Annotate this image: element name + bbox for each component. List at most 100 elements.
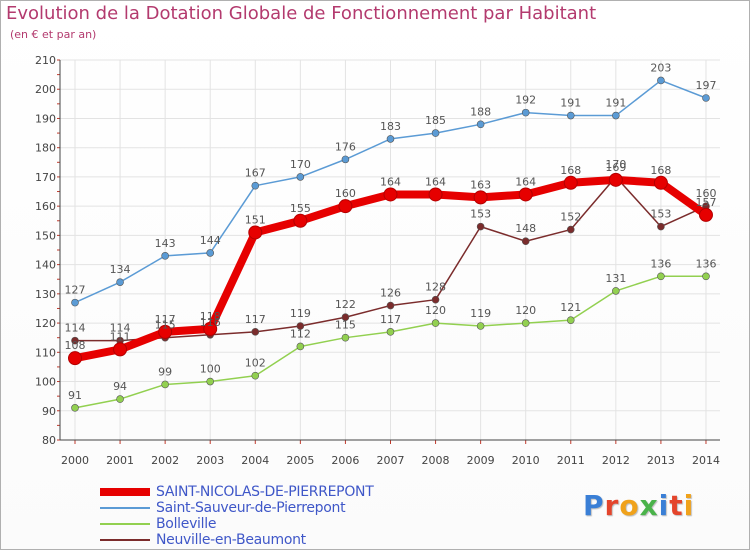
data-label: 134 [110, 263, 131, 276]
legend-item: SAINT-NICOLAS-DE-PIERREPONT [100, 484, 374, 500]
data-label: 191 [605, 97, 626, 110]
data-label: 151 [245, 213, 266, 226]
x-tick-label: 2002 [151, 454, 179, 467]
data-label: 128 [425, 281, 446, 294]
x-tick-label: 2012 [602, 454, 630, 467]
data-label: 164 [515, 175, 536, 188]
data-point [476, 222, 485, 231]
data-label: 116 [200, 316, 221, 329]
x-tick-label: 2007 [376, 454, 404, 467]
legend-swatch [100, 507, 150, 509]
data-point [338, 199, 353, 214]
y-tick-label: 100 [35, 376, 56, 389]
data-point [566, 316, 575, 324]
data-label: 144 [200, 234, 221, 247]
series-lines [68, 76, 713, 412]
x-tick-labels: 2000 2001 2002 2003 2004 2005 2006 2007 2008 2009… [61, 454, 720, 467]
data-label: 163 [470, 178, 491, 191]
data-point [521, 108, 530, 117]
legend-item: Saint-Sauveur-de-Pierrepont [100, 500, 373, 516]
data-label: 115 [155, 319, 176, 332]
grid-lines [60, 59, 720, 441]
data-labels: 127 134 143 144 167 170 176 183 185 188 192 191 191 2… [65, 61, 717, 401]
data-point [657, 76, 665, 85]
data-point [248, 225, 263, 240]
data-label: 118 [200, 310, 221, 323]
data-point [161, 252, 169, 260]
data-label: 102 [245, 357, 266, 370]
chart-subtitle: (en € et par an) [10, 28, 97, 41]
data-label: 119 [470, 307, 491, 320]
data-label: 117 [155, 313, 176, 326]
data-point [518, 187, 533, 202]
legend-swatch [100, 539, 150, 541]
legend-item: Bolleville [100, 516, 373, 532]
data-point [71, 404, 79, 412]
data-point [521, 237, 530, 246]
data-label: 136 [695, 257, 716, 270]
data-label: 168 [650, 164, 671, 177]
data-label: 121 [560, 301, 581, 314]
data-label: 167 [245, 167, 266, 180]
data-label: 157 [695, 196, 716, 209]
data-label: 136 [650, 257, 671, 270]
data-point [702, 272, 710, 281]
y-tick-labels: 80 90 100 110 120 130 140 150 160 170 180 190 200 210 [35, 54, 56, 447]
x-tick-label: 2006 [331, 454, 359, 467]
data-label: 120 [515, 304, 536, 317]
data-point [566, 111, 575, 120]
data-point [206, 249, 215, 257]
data-point [383, 187, 398, 202]
x-tick-label: 2010 [512, 454, 540, 467]
data-label: 119 [290, 307, 311, 320]
legend-swatch [100, 523, 150, 525]
data-label: 203 [650, 61, 671, 74]
y-tick-label: 170 [35, 171, 56, 184]
data-label: 122 [335, 298, 356, 311]
x-tick-label: 2003 [196, 454, 224, 467]
data-label: 99 [158, 365, 172, 378]
x-tick-label: 2001 [106, 454, 134, 467]
data-point [71, 298, 79, 307]
data-label: 170 [605, 158, 626, 171]
data-point [68, 351, 82, 366]
data-label: 100 [200, 363, 221, 376]
data-point [563, 175, 578, 190]
chart-title: Evolution de la Dotation Globale de Fonc… [6, 3, 597, 24]
x-tick-label: 2004 [241, 454, 269, 467]
data-label: 112 [290, 327, 311, 340]
legend-label: Neuville-en-Beaumont [156, 532, 306, 548]
data-label: 94 [113, 380, 127, 393]
y-tick-label: 120 [35, 317, 56, 330]
data-label: 143 [155, 237, 176, 250]
data-point [428, 187, 443, 202]
data-point [476, 322, 485, 330]
data-label: 164 [425, 175, 446, 188]
legend-label: Bolleville [156, 516, 217, 532]
data-label: 160 [695, 187, 716, 200]
y-tick-label: 110 [35, 346, 56, 359]
data-label: 192 [515, 94, 536, 107]
data-point [293, 213, 308, 228]
data-point [296, 173, 305, 181]
data-label: 160 [335, 187, 356, 200]
data-point [251, 181, 260, 190]
data-point [296, 322, 305, 330]
data-label: 114 [110, 322, 131, 335]
data-point [251, 328, 260, 336]
y-tick-label: 150 [35, 229, 56, 242]
data-point [473, 190, 488, 205]
data-point [71, 336, 79, 345]
x-tick-label: 2008 [422, 454, 450, 467]
data-label: 176 [335, 140, 356, 153]
data-point [158, 324, 173, 339]
data-label: 168 [560, 164, 581, 177]
legend: SAINT-NICOLAS-DE-PIERREPONT Saint-Sauveur… [100, 484, 374, 548]
data-label: 169 [605, 161, 626, 174]
y-tick-label: 200 [35, 83, 56, 96]
data-point [431, 319, 440, 327]
data-point [296, 342, 305, 351]
x-tick-label: 2009 [467, 454, 495, 467]
data-label: 155 [290, 202, 311, 215]
data-point [608, 172, 623, 187]
